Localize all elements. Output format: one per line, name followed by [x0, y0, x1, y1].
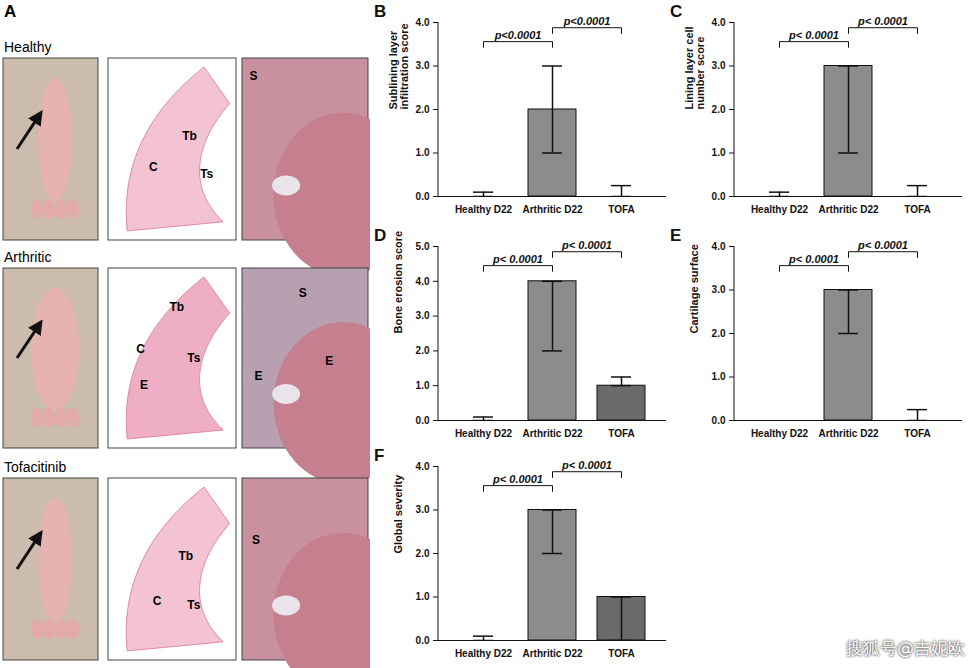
svg-text:0.0: 0.0	[416, 191, 430, 202]
svg-text:S: S	[250, 69, 258, 83]
svg-text:TOFA: TOFA	[904, 204, 930, 215]
svg-text:C: C	[149, 160, 158, 174]
svg-text:p< 0.0001: p< 0.0001	[561, 459, 612, 471]
svg-text:Sublining layerinfiltration sc: Sublining layerinfiltration score	[387, 23, 410, 109]
svg-text:Ts: Ts	[187, 351, 200, 365]
svg-text:Healthy D22: Healthy D22	[455, 648, 513, 659]
svg-text:Lining layer cellnumber score: Lining layer cellnumber score	[683, 26, 706, 109]
svg-text:0.0: 0.0	[712, 415, 726, 426]
svg-text:4.0: 4.0	[416, 276, 430, 287]
svg-text:Arthritic D22: Arthritic D22	[818, 204, 878, 215]
svg-text:3.0: 3.0	[712, 60, 726, 71]
svg-text:4.0: 4.0	[712, 241, 726, 252]
svg-text:p< 0.0001: p< 0.0001	[561, 239, 612, 251]
svg-text:1.0: 1.0	[712, 371, 726, 382]
svg-text:Arthritic: Arthritic	[4, 249, 51, 265]
svg-text:C: C	[153, 594, 162, 608]
svg-text:p<0.0001: p<0.0001	[494, 29, 542, 41]
svg-text:0.0: 0.0	[416, 635, 430, 646]
svg-text:Global severity: Global severity	[392, 474, 404, 554]
svg-text:p< 0.0001: p< 0.0001	[857, 15, 908, 27]
svg-text:E: E	[325, 354, 333, 368]
html-text:D: D	[374, 226, 387, 245]
svg-text:1.0: 1.0	[416, 591, 430, 602]
svg-text:3.0: 3.0	[712, 284, 726, 295]
svg-text:TOFA: TOFA	[608, 428, 634, 439]
html-text:搜狐号@吉妮欧: 搜狐号@吉妮欧	[846, 638, 965, 658]
svg-text:Cartilage surface: Cartilage surface	[688, 244, 700, 333]
svg-text:2.0: 2.0	[416, 548, 430, 559]
svg-text:3.0: 3.0	[416, 60, 430, 71]
svg-text:Tb: Tb	[178, 549, 193, 563]
svg-text:Arthritic D22: Arthritic D22	[522, 648, 582, 659]
svg-text:p<0.0001: p<0.0001	[563, 15, 611, 27]
svg-text:4.0: 4.0	[416, 17, 430, 28]
svg-text:4.0: 4.0	[416, 461, 430, 472]
svg-text:2.0: 2.0	[416, 345, 430, 356]
svg-text:p< 0.0001: p< 0.0001	[788, 29, 839, 41]
svg-text:TOFA: TOFA	[904, 428, 930, 439]
svg-text:E: E	[255, 369, 263, 383]
svg-text:1.0: 1.0	[416, 147, 430, 158]
html-text:E: E	[670, 226, 682, 245]
svg-text:TOFA: TOFA	[608, 204, 634, 215]
svg-text:2.0: 2.0	[712, 328, 726, 339]
svg-text:Ts: Ts	[200, 167, 213, 181]
svg-text:2.0: 2.0	[712, 104, 726, 115]
svg-text:5.0: 5.0	[416, 241, 430, 252]
svg-text:Healthy D22: Healthy D22	[455, 204, 513, 215]
svg-text:p< 0.0001: p< 0.0001	[492, 473, 543, 485]
svg-text:0.0: 0.0	[712, 191, 726, 202]
svg-text:Ts: Ts	[187, 598, 200, 612]
html-text:B: B	[374, 2, 387, 21]
svg-text:2.0: 2.0	[416, 104, 430, 115]
html-text:C: C	[670, 2, 683, 21]
svg-text:Tb: Tb	[169, 300, 184, 314]
svg-text:C: C	[136, 342, 145, 356]
svg-text:E: E	[140, 378, 148, 392]
svg-text:Healthy D22: Healthy D22	[751, 204, 809, 215]
svg-text:S: S	[252, 533, 260, 547]
svg-text:TOFA: TOFA	[608, 648, 634, 659]
svg-text:Arthritic D22: Arthritic D22	[818, 428, 878, 439]
svg-text:1.0: 1.0	[712, 147, 726, 158]
svg-text:Tofacitinib: Tofacitinib	[4, 459, 66, 475]
svg-text:0.0: 0.0	[416, 415, 430, 426]
svg-text:p< 0.0001: p< 0.0001	[492, 253, 543, 265]
svg-text:3.0: 3.0	[416, 310, 430, 321]
svg-text:A: A	[4, 2, 16, 21]
svg-text:Tb: Tb	[182, 129, 197, 143]
svg-text:4.0: 4.0	[712, 17, 726, 28]
svg-text:p< 0.0001: p< 0.0001	[857, 239, 908, 251]
svg-text:p< 0.0001: p< 0.0001	[788, 253, 839, 265]
svg-text:S: S	[299, 286, 307, 300]
svg-text:Healthy D22: Healthy D22	[455, 428, 513, 439]
svg-text:Healthy: Healthy	[4, 39, 51, 55]
html-text:F: F	[374, 446, 385, 465]
svg-text:Arthritic D22: Arthritic D22	[522, 428, 582, 439]
svg-text:1.0: 1.0	[416, 380, 430, 391]
svg-text:Bone erosion score: Bone erosion score	[392, 231, 404, 334]
svg-text:3.0: 3.0	[416, 504, 430, 515]
svg-text:Healthy D22: Healthy D22	[751, 428, 809, 439]
svg-text:Arthritic D22: Arthritic D22	[522, 204, 582, 215]
